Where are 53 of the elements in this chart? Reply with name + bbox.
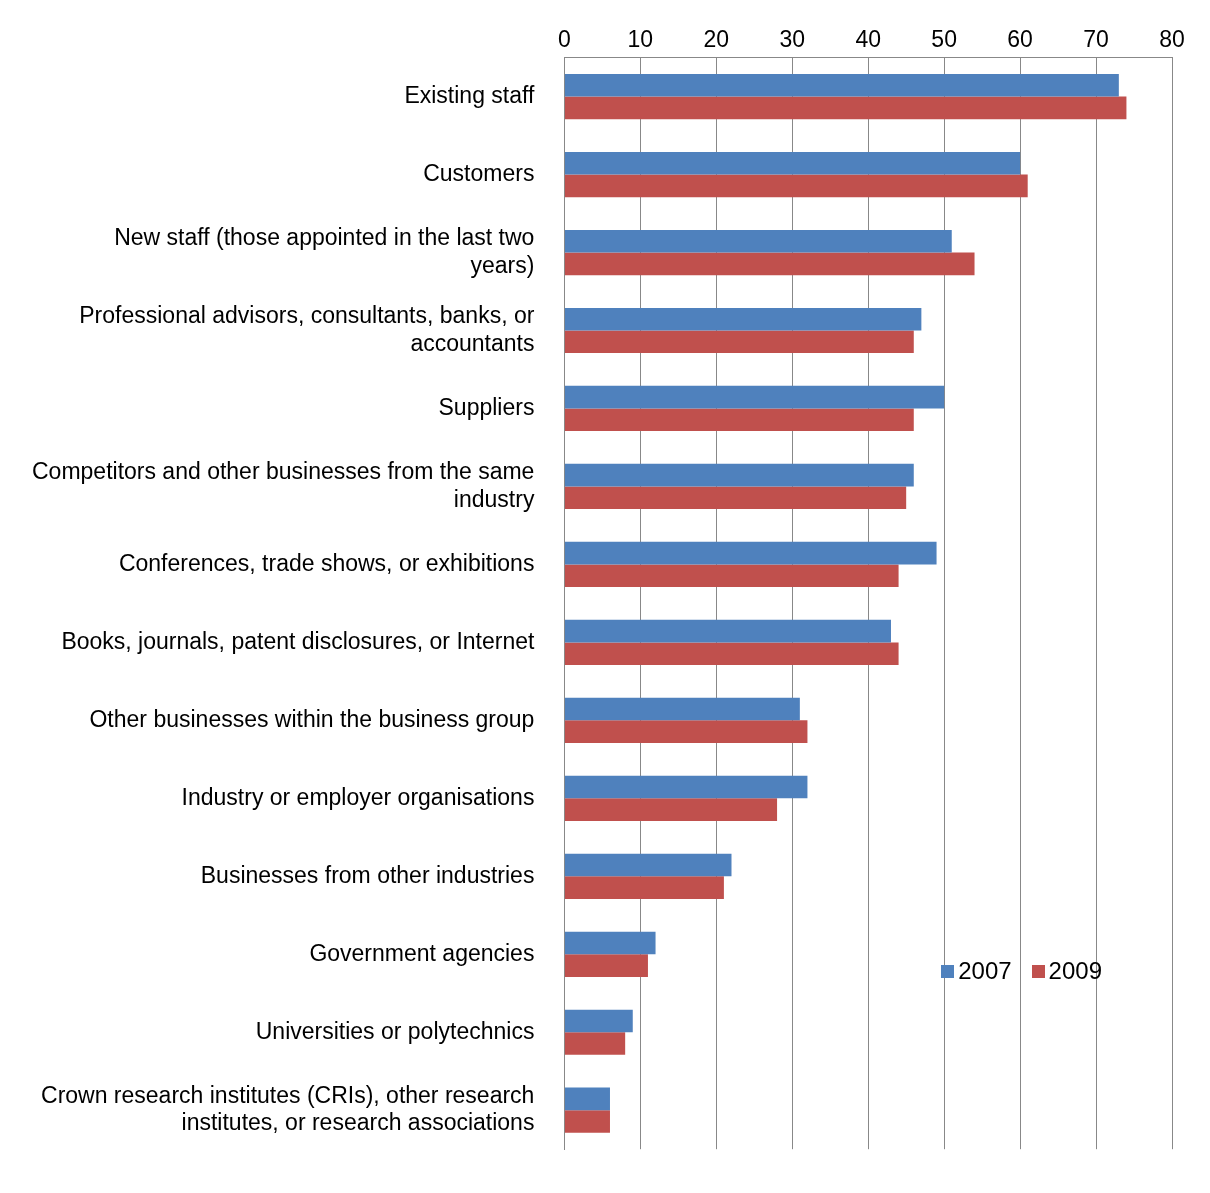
bar [564, 954, 648, 977]
y-tick-label: Books, journals, patent disclosures, or Internet [61, 627, 536, 654]
bar [564, 564, 899, 588]
y-tick-label: Crown research institutes (CRIs), other research institutes, or research associations [41, 1081, 535, 1136]
bar [564, 853, 732, 877]
bar [564, 541, 937, 565]
x-tick-label: 60 [1007, 26, 1033, 53]
bar [564, 229, 952, 253]
bar [564, 775, 808, 799]
x-tick-label: 30 [779, 26, 806, 53]
y-tick-label: Universities or polytechnics [255, 1017, 535, 1044]
bar [564, 619, 891, 643]
x-tick-label: 0 [558, 26, 571, 53]
bar [564, 1110, 610, 1133]
y-tick-label: Government agencies [309, 939, 535, 966]
bar [564, 931, 656, 955]
bar [564, 463, 914, 487]
y-tick-label: Competitors and other businesses from the same industry [32, 457, 535, 512]
x-tick-label: 20 [703, 26, 730, 53]
x-tick-label: 50 [931, 26, 957, 53]
bar [564, 151, 1021, 175]
x-tick-label: 70 [1083, 26, 1109, 53]
x-tick-label: 10 [627, 26, 654, 53]
y-tick-label: Conferences, trade shows, or exhibitions [118, 549, 535, 576]
bar [564, 330, 914, 354]
bar [564, 697, 800, 721]
bar [564, 408, 914, 432]
x-tick-label: 80 [1159, 26, 1185, 53]
bar [564, 1009, 633, 1033]
bar [564, 486, 907, 510]
bar [564, 876, 724, 899]
bar [564, 73, 1119, 97]
y-tick-label: Professional advisors, consultants, banks, or accountants [79, 302, 535, 356]
y-tick-label: Industry or employer organisations [181, 783, 535, 810]
bar [564, 96, 1127, 120]
legend-label: 2007 [958, 957, 1012, 985]
bar [564, 307, 922, 331]
bar [564, 385, 945, 409]
bar [564, 1087, 610, 1111]
bar [564, 1032, 626, 1055]
x-tick-label: 40 [855, 26, 881, 53]
y-tick-label: Suppliers [438, 393, 535, 420]
bar [564, 174, 1028, 198]
y-tick-label: Businesses from other industries [200, 861, 535, 888]
legend-label: 2009 [1048, 957, 1102, 985]
y-tick-label: Customers [423, 159, 535, 186]
bar [564, 252, 975, 276]
y-tick-label: Existing staff [404, 81, 535, 108]
bar [564, 720, 808, 743]
bar [564, 642, 899, 665]
bar [564, 798, 778, 821]
y-tick-label: Other businesses within the business group [89, 705, 535, 732]
y-tick-label: New staff (those appointed in the last two years) [114, 224, 535, 278]
